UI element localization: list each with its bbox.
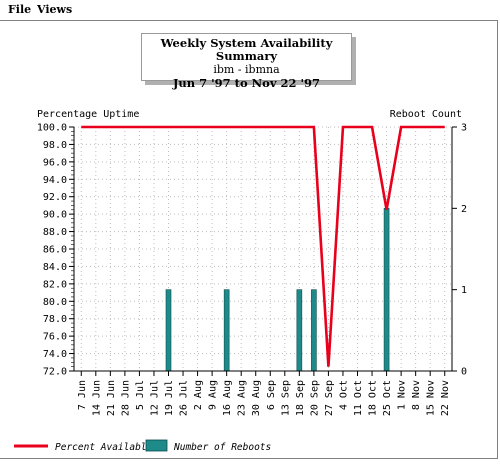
menu-views[interactable]: Views [37,3,73,16]
left-tick-label: 98.0 [43,140,67,151]
legend-bar-swatch [145,439,168,452]
chart-subtitle: ibm - ibmna [213,63,280,76]
axes: 100.0 98.0 96.0 94.0 92.0 90.0 88.0 86.0 84.0 82.… [37,123,467,417]
x-tick-label: 21 Jun [106,380,117,416]
x-tick-label: 7 Jun [77,380,88,410]
x-tick-label: 22 Nov [440,380,451,416]
x-tick-label: 14 Jun [91,380,102,416]
left-tick-label: 94.0 [43,175,67,186]
x-tick-label: 30 Aug [251,380,262,416]
left-tick-label: 76.0 [43,332,67,343]
x-tick-label: 15 Nov [426,380,437,416]
x-tick-label: 9 Aug [208,380,219,410]
x-tick-label: 13 Sep [280,380,291,416]
x-tick-label: 16 Aug [222,380,233,416]
x-tick-label: 11 Oct [353,380,364,416]
left-tick-label: 84.0 [43,262,67,273]
x-tick-label: 1 Nov [397,380,408,410]
x-tick-label: 28 Jun [120,380,131,416]
reboot-bars [165,208,390,372]
y-axis-label-right: Reboot Count [390,109,462,120]
x-tick-label: 27 Sep [324,380,335,416]
x-tick-label: 5 Jul [135,380,146,410]
menu-file[interactable]: File [8,3,32,16]
left-tick-label: 80.0 [43,297,67,308]
x-tick-label: 4 Oct [338,380,349,410]
right-tick-label: 0 [461,367,467,378]
menu-bar: File Views [0,0,500,20]
x-tick-label: 23 Aug [237,380,248,416]
chart-date-range: Jun 7 '97 to Nov 22 '97 [172,76,321,90]
reboot-bar [296,289,303,372]
y-axis-label-left: Percentage Uptime [37,109,139,120]
chart-title: Weekly System Availability Summary [160,36,333,63]
left-tick-label: 82.0 [43,279,67,290]
left-tick-label: 100.0 [37,123,67,134]
availability-line [81,125,445,367]
reboot-bar [311,289,317,372]
x-tick-label: 8 Nov [411,380,422,410]
left-tick-label: 72.0 [43,367,67,378]
left-tick-label: 86.0 [43,245,67,256]
left-tick-label: 88.0 [43,227,67,238]
reboot-bar [165,289,172,372]
right-tick-label: 2 [461,204,467,215]
right-tick-label: 3 [461,123,467,134]
left-tick-label: 90.0 [43,210,67,221]
x-tick-label: 20 Sep [309,380,320,416]
percent-available-line [81,125,445,367]
reboot-bar [383,208,390,372]
left-tick-label: 96.0 [43,157,67,168]
chart-window [0,20,498,459]
x-tick-label: 19 Jul [164,380,175,416]
left-tick-label: 92.0 [43,192,67,203]
chart-title-box: Weekly System Availability Summary ibm -… [141,33,352,90]
x-tick-label: 18 Oct [368,380,379,416]
x-tick-label: 18 Sep [295,380,306,416]
left-tick-label: 78.0 [43,314,67,325]
x-tick-label: 26 Jul [179,380,190,416]
legend-label-percent: Percent Available [55,442,153,453]
left-tick-label: 74.0 [43,349,67,360]
x-tick-label: 2 Aug [193,380,204,410]
legend-label-reboots: Number of Reboots [173,442,271,453]
legend: Percent Available Number of Reboots [14,439,271,453]
reboot-bar [223,289,230,372]
right-tick-label: 1 [461,285,467,296]
x-tick-label: 6 Sep [266,380,277,410]
x-tick-label: 25 Oct [382,380,393,416]
x-tick-label: 12 Jul [149,380,160,416]
